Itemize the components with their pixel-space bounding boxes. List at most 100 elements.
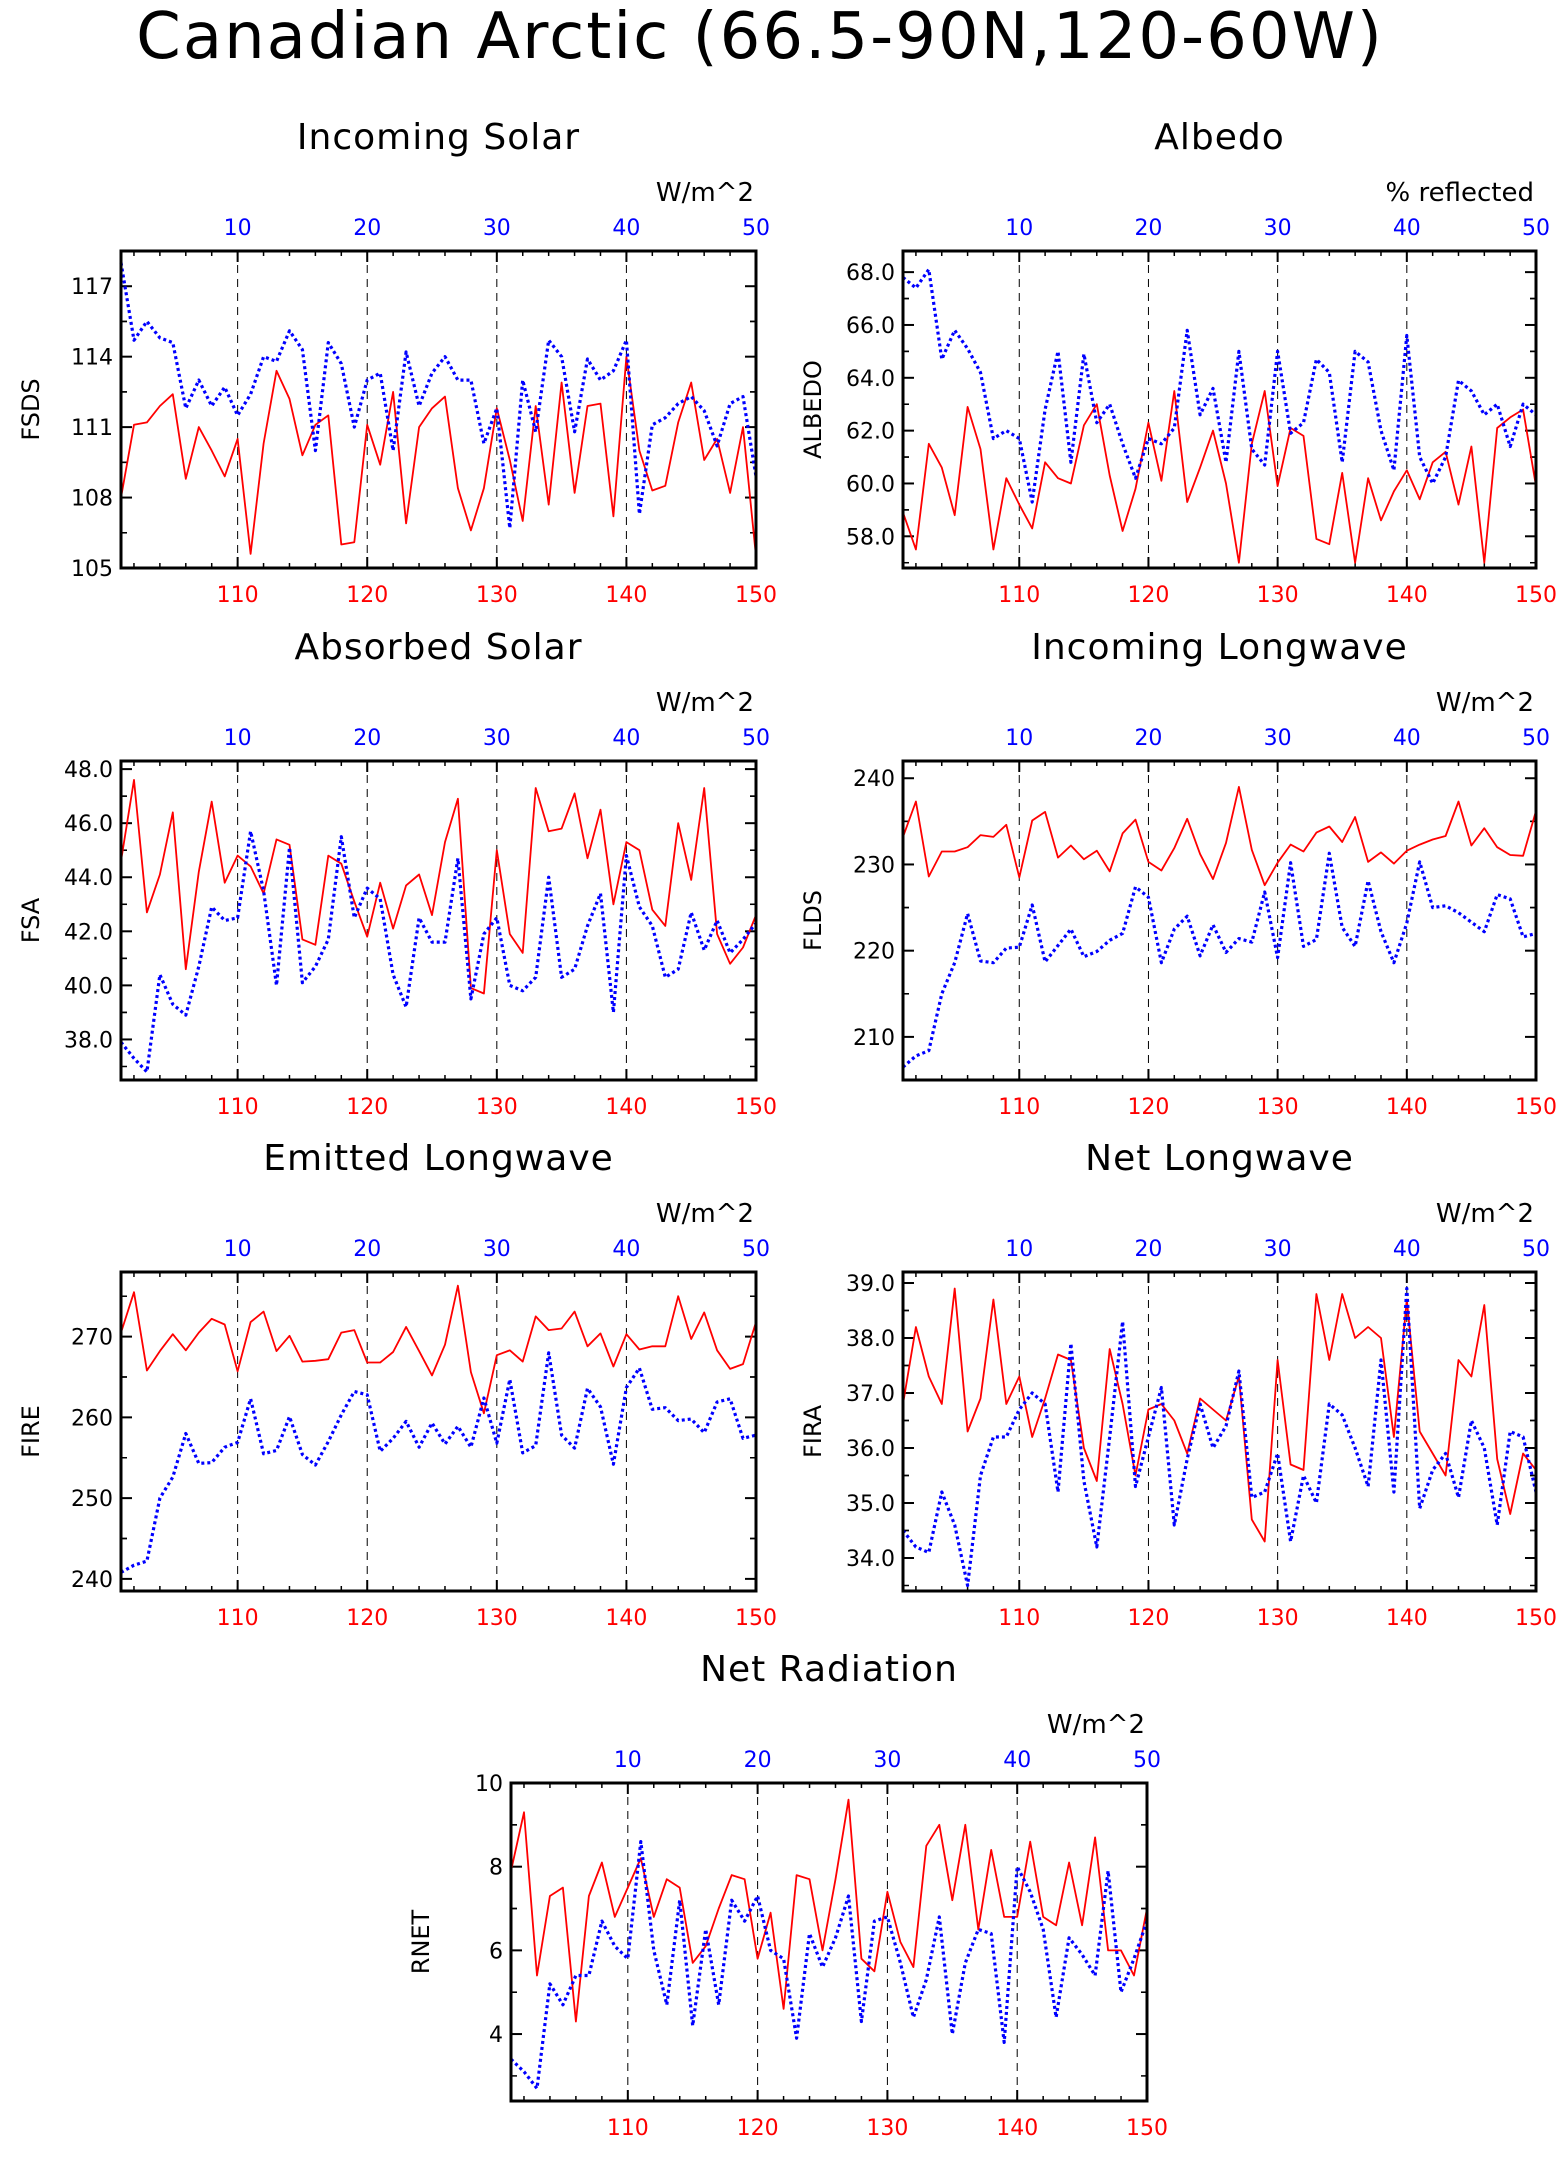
chart-title: Emitted Longwave xyxy=(263,1138,614,1179)
y-tick-label: 230 xyxy=(853,853,895,878)
chart-panel-6: Net Longwave W/m^2 110 120 130 140 150 10 20 30 40… xyxy=(799,1138,1557,1631)
series-line-red xyxy=(120,355,757,557)
x-tick-label-top: 30 xyxy=(483,1237,511,1262)
x-tick-label-top: 20 xyxy=(353,726,381,751)
y-tick-label: 270 xyxy=(71,1326,113,1351)
x-tick-label-bottom: 110 xyxy=(607,2116,649,2141)
x-tick-label-top: 20 xyxy=(353,1237,381,1262)
x-tick-label-top: 30 xyxy=(483,216,511,241)
x-tick-label-top: 40 xyxy=(1393,726,1421,751)
y-tick-label: 66.0 xyxy=(846,314,895,339)
series-line-blue xyxy=(119,262,758,530)
series-line-blue xyxy=(509,1839,1149,2090)
x-tick-label-bottom: 150 xyxy=(1515,1606,1557,1631)
y-tick-label: 6 xyxy=(489,1939,503,1964)
y-tick-label: 48.0 xyxy=(64,758,113,783)
x-tick-label-bottom: 120 xyxy=(1127,1095,1169,1120)
y-tick-label: 60.0 xyxy=(846,472,895,497)
y-tick-label: 240 xyxy=(853,767,895,792)
x-tick-label-top: 20 xyxy=(353,216,381,241)
x-tick-label-top: 50 xyxy=(742,726,770,751)
x-tick-label-top: 30 xyxy=(1264,726,1292,751)
x-tick-label-bottom: 110 xyxy=(217,583,259,608)
x-tick-label-top: 40 xyxy=(612,726,640,751)
x-tick-label-top: 40 xyxy=(1003,1748,1031,1773)
chart-panel-7: Net Radiation W/m^2 110 120 130 140 150 10 20 30 4… xyxy=(407,1649,1168,2141)
x-tick-label-top: 50 xyxy=(1522,1237,1550,1262)
plot-frame xyxy=(119,249,758,570)
series-line-blue xyxy=(901,267,1538,504)
series-line-red xyxy=(120,779,757,995)
x-tick-label-bottom: 140 xyxy=(1386,1606,1428,1631)
chart-title: Albedo xyxy=(1154,117,1285,158)
x-tick-label-bottom: 120 xyxy=(346,583,388,608)
x-tick-label-bottom: 150 xyxy=(1515,1095,1557,1120)
y-tick-label: 42.0 xyxy=(64,920,113,945)
x-tick-label-top: 10 xyxy=(1005,726,1033,751)
plot-frame xyxy=(119,1270,758,1593)
x-tick-label-bottom: 140 xyxy=(996,2116,1038,2141)
x-tick-label-top: 40 xyxy=(612,1237,640,1262)
series-line-blue xyxy=(901,851,1537,1069)
x-tick-label-bottom: 120 xyxy=(1127,1606,1169,1631)
x-tick-label-bottom: 140 xyxy=(605,1095,647,1120)
x-tick-label-top: 10 xyxy=(1005,216,1033,241)
x-tick-label-top: 10 xyxy=(614,1748,642,1773)
y-tick-label: 8 xyxy=(489,1856,503,1881)
chart-panel-3: Absorbed Solar W/m^2 110 120 130 140 150 10 20 30… xyxy=(17,627,777,1120)
x-tick-label-top: 40 xyxy=(612,216,640,241)
chart-panel-5: Emitted Longwave W/m^2 110 120 130 140 150 10 20… xyxy=(17,1138,777,1631)
x-tick-label-bottom: 130 xyxy=(476,1606,518,1631)
y-tick-label: 105 xyxy=(71,557,113,582)
chart-panel-2: Albedo % reflected 110 120 130 140 150 10 20 30 40… xyxy=(799,117,1557,608)
x-tick-label-bottom: 150 xyxy=(1126,2116,1168,2141)
x-tick-label-bottom: 120 xyxy=(346,1606,388,1631)
x-tick-label-bottom: 130 xyxy=(476,583,518,608)
series-line-blue xyxy=(119,829,758,1074)
y-tick-label: 111 xyxy=(71,416,113,441)
x-tick-label-bottom: 150 xyxy=(1515,583,1557,608)
y-tick-label: 240 xyxy=(71,1568,113,1593)
units-label: W/m^2 xyxy=(1047,1710,1145,1740)
x-tick-label-top: 20 xyxy=(1134,726,1162,751)
x-tick-label-bottom: 140 xyxy=(605,1606,647,1631)
y-tick-label: 117 xyxy=(71,275,113,300)
y-tick-label: 40.0 xyxy=(64,974,113,999)
x-tick-label-top: 50 xyxy=(1133,1748,1161,1773)
y-axis-label: FSDS xyxy=(17,378,45,440)
x-tick-label-bottom: 110 xyxy=(998,1606,1040,1631)
x-tick-label-top: 30 xyxy=(1264,216,1292,241)
x-tick-label-bottom: 130 xyxy=(866,2116,908,2141)
chart-title: Absorbed Solar xyxy=(294,627,582,668)
x-tick-label-bottom: 140 xyxy=(1386,1095,1428,1120)
series-line-red xyxy=(120,1284,757,1415)
x-tick-label-top: 30 xyxy=(873,1748,901,1773)
y-axis-label: FIRA xyxy=(799,1404,827,1458)
y-tick-label: 34.0 xyxy=(846,1547,895,1572)
plot-frame xyxy=(901,1270,1538,1593)
y-tick-label: 260 xyxy=(71,1406,113,1431)
x-tick-label-top: 10 xyxy=(224,216,252,241)
plot-frame xyxy=(901,249,1538,570)
y-tick-label: 114 xyxy=(71,346,113,371)
series-line-red xyxy=(902,786,1537,887)
y-tick-label: 46.0 xyxy=(64,812,113,837)
x-tick-label-top: 50 xyxy=(742,1237,770,1262)
x-tick-label-bottom: 130 xyxy=(476,1095,518,1120)
x-tick-label-top: 20 xyxy=(1134,1237,1162,1262)
series-line-red xyxy=(902,390,1537,564)
units-label: W/m^2 xyxy=(1436,1199,1534,1229)
x-tick-label-top: 30 xyxy=(1264,1237,1292,1262)
x-tick-label-top: 10 xyxy=(1005,1237,1033,1262)
y-tick-label: 36.0 xyxy=(846,1437,895,1462)
panels: Incoming Solar W/m^2 110 120 130 140 150 10 20 30… xyxy=(17,117,1557,2141)
y-tick-label: 250 xyxy=(71,1487,113,1512)
units-label: W/m^2 xyxy=(1436,688,1534,718)
x-tick-label-bottom: 110 xyxy=(998,1095,1040,1120)
y-tick-label: 37.0 xyxy=(846,1382,895,1407)
x-tick-label-top: 50 xyxy=(1522,216,1550,241)
y-tick-label: 58.0 xyxy=(846,525,895,550)
chart-panel-4: Incoming Longwave W/m^2 110 120 130 140 150 10 2… xyxy=(799,627,1557,1120)
x-tick-label-top: 40 xyxy=(1393,216,1421,241)
x-tick-label-top: 30 xyxy=(483,726,511,751)
